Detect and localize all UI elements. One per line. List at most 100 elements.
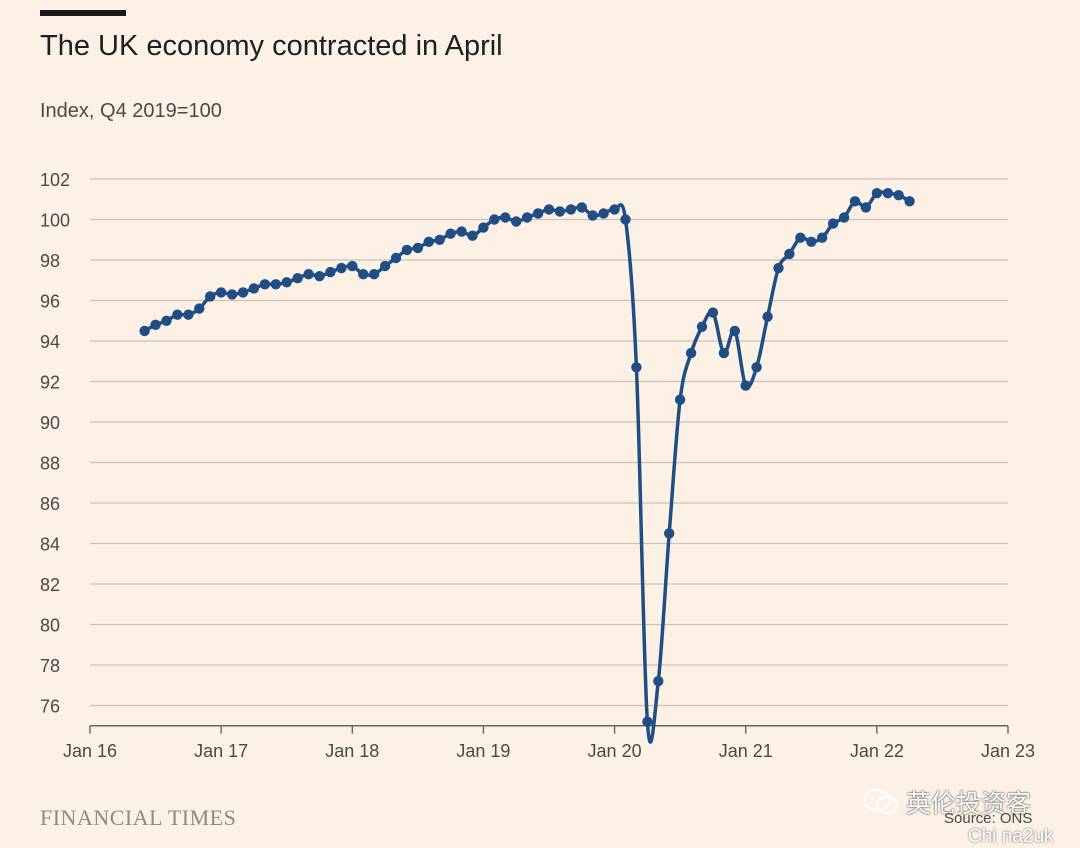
y-tick-label: 78: [40, 656, 60, 676]
x-tick-label: Jan 17: [194, 741, 248, 761]
data-point: [401, 244, 413, 256]
watermark-brand-text: 英伦投资客: [906, 790, 1032, 818]
y-tick-label: 92: [40, 373, 60, 393]
data-point: [336, 262, 347, 274]
data-point: [817, 232, 828, 243]
data-point: [478, 222, 489, 233]
data-point: [489, 214, 500, 225]
y-gridlines: [90, 178, 1008, 707]
watermark-account: Chi na2uk: [968, 826, 1054, 847]
y-tick-label: 88: [40, 454, 60, 474]
data-point: [237, 287, 249, 298]
data-point: [150, 319, 161, 330]
data-point: [653, 676, 664, 687]
data-point: [860, 202, 872, 213]
data-point: [904, 196, 915, 207]
data-point: [696, 321, 708, 332]
chart-title: The UK economy contracted in April: [40, 30, 503, 62]
data-point: [893, 190, 904, 201]
data-point: [423, 236, 434, 247]
x-tick-label: Jan 22: [850, 741, 904, 761]
data-point: [194, 303, 205, 314]
y-tick-label: 90: [40, 413, 60, 433]
y-axis: 76 78 80 82 84 86 88 90 92 94 96 98 100 102: [40, 170, 70, 717]
data-point: [303, 269, 314, 280]
chart-subtitle: Index, Q4 2019=100: [40, 100, 222, 122]
data-point: [762, 311, 773, 322]
data-point: [532, 208, 544, 219]
data-point: [740, 380, 751, 391]
y-tick-label: 82: [40, 575, 60, 595]
y-tick-label: 80: [40, 616, 60, 636]
x-tick-label: Jan 16: [63, 741, 117, 761]
data-point: [751, 362, 762, 373]
data-point: [325, 266, 336, 278]
x-tick-label: Jan 23: [981, 741, 1035, 761]
data-point: [347, 260, 358, 272]
data-point: [664, 528, 675, 539]
data-point: [565, 204, 577, 215]
data-point: [631, 362, 642, 373]
data-point: [215, 287, 227, 298]
y-tick-label: 98: [40, 251, 60, 271]
data-point: [434, 234, 445, 245]
data-point: [248, 283, 260, 294]
title-accent-bar: [40, 10, 126, 16]
data-point: [674, 394, 686, 405]
x-tick-label: Jan 20: [588, 741, 642, 761]
data-point: [729, 325, 740, 337]
ft-logo: FINANCIAL TIMES: [40, 805, 237, 830]
data-point: [838, 212, 850, 223]
data-point: [707, 307, 719, 318]
data-point: [871, 188, 883, 199]
y-tick-label: 96: [40, 292, 60, 312]
data-point: [456, 226, 467, 237]
data-point: [795, 232, 806, 243]
x-tick-label: Jan 18: [325, 741, 379, 761]
data-point: [827, 218, 839, 229]
y-tick-label: 94: [40, 332, 60, 352]
data-point: [576, 202, 587, 213]
x-tick-label: Jan 21: [719, 741, 773, 761]
wechat-icon: [862, 788, 899, 815]
data-point: [806, 236, 817, 247]
data-point: [609, 204, 620, 215]
data-point: [172, 309, 183, 320]
y-tick-label: 100: [40, 211, 70, 231]
data-point: [784, 248, 795, 260]
data-point: [554, 206, 566, 217]
data-point: [281, 277, 292, 288]
data-point: [226, 289, 238, 300]
data-point: [500, 212, 511, 223]
data-point: [718, 347, 730, 359]
data-point: [543, 204, 555, 215]
data-point: [270, 279, 281, 290]
x-tick-label: Jan 19: [456, 741, 510, 761]
data-point: [882, 188, 893, 199]
data-point: [511, 216, 522, 227]
x-axis: Jan 16 Jan 17 Jan 18 Jan 19 Jan 20 Jan 21 Jan …: [63, 725, 1035, 761]
data-point: [205, 291, 216, 302]
y-tick-label: 76: [40, 697, 60, 717]
data-point: [412, 242, 424, 254]
data-point: [139, 325, 150, 337]
data-point: [849, 196, 861, 207]
data-point: [685, 347, 697, 359]
data-point: [259, 279, 271, 290]
data-point: [773, 262, 784, 274]
y-tick-label: 102: [40, 170, 70, 190]
data-point: [161, 315, 172, 326]
data-point: [390, 252, 402, 264]
data-point: [314, 271, 325, 282]
data-point: [368, 269, 380, 280]
data-point: [467, 230, 478, 241]
data-point: [587, 210, 598, 221]
data-point: [642, 716, 653, 727]
data-point: [620, 214, 631, 225]
data-point: [358, 269, 369, 280]
y-tick-label: 84: [40, 535, 60, 555]
watermark-brand: 英伦投资客: [862, 784, 1031, 820]
data-point: [598, 208, 609, 219]
data-point: [379, 260, 391, 272]
data-point: [183, 309, 194, 320]
